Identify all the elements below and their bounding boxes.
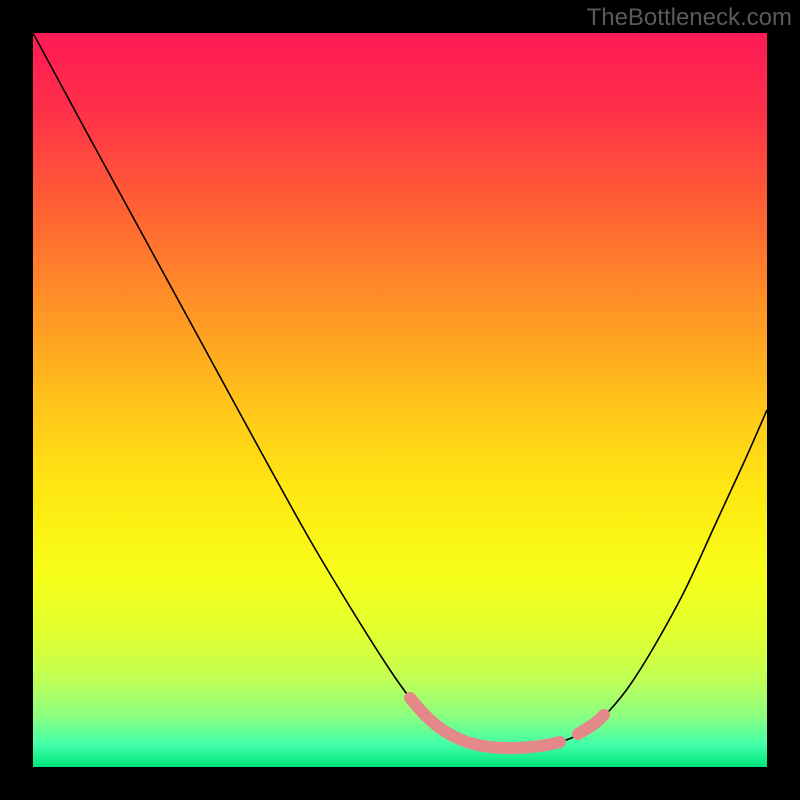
plot-area [33, 33, 767, 767]
highlight-segment-0 [410, 698, 560, 748]
bottleneck-curve [33, 33, 767, 748]
watermark-text: TheBottleneck.com [587, 4, 792, 32]
chart-curves [33, 33, 767, 767]
highlight-segment-1 [578, 715, 604, 734]
